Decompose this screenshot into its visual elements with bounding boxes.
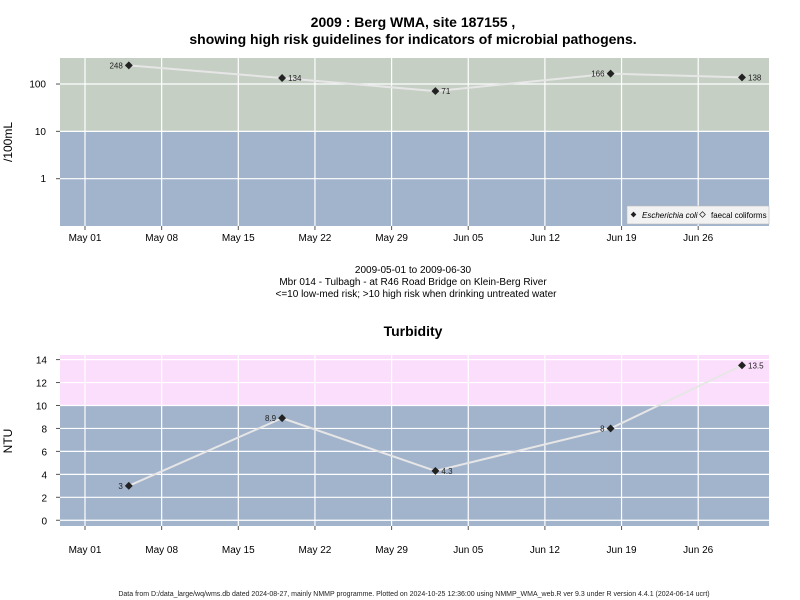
ecoli-point xyxy=(124,61,133,70)
turbidity-point xyxy=(431,466,440,475)
x-tick-label: Jun 05 xyxy=(453,233,483,244)
y-tick-label: 10 xyxy=(35,127,47,138)
x-tick-label: Jun 26 xyxy=(683,233,713,244)
x-tick-label: May 22 xyxy=(299,545,332,556)
x-tick-label: May 15 xyxy=(222,233,255,244)
turbidity-point xyxy=(606,424,615,433)
date-range-text: 2009-05-01 to 2009-06-30 xyxy=(355,265,472,276)
ecoli-data-label: 71 xyxy=(441,87,450,96)
turbidity-title: Turbidity xyxy=(384,323,443,339)
turbidity-point xyxy=(124,481,133,490)
x-tick-label: Jun 12 xyxy=(530,233,560,244)
x-tick-label: May 15 xyxy=(222,545,255,556)
x-tick-label: Jun 26 xyxy=(683,545,713,556)
y-tick-label: 1 xyxy=(40,174,46,185)
x-tick-label: May 29 xyxy=(375,233,408,244)
footer-text: Data from D:/data_large/wq/wms.db dated … xyxy=(118,591,709,598)
chart-title-line1: 2009 : Berg WMA, site 187155 , xyxy=(311,14,516,30)
x-tick-label: May 01 xyxy=(69,233,102,244)
y-tick-label: 2 xyxy=(41,493,47,504)
legend-faecal-symbol xyxy=(699,211,706,218)
site-description: Mbr 014 - Tulbagh - at R46 Road Bridge o… xyxy=(279,277,547,288)
ecoli-data-label: 134 xyxy=(288,74,302,83)
x-tick-label: May 08 xyxy=(145,233,178,244)
chart-title-line2: showing high risk guidelines for indicat… xyxy=(189,31,636,47)
turbidity-data-label: 3 xyxy=(118,482,123,491)
turbidity-point xyxy=(278,414,287,423)
legend-ecoli-symbol xyxy=(630,211,637,218)
turbidity-data-label: 8 xyxy=(600,424,605,433)
legend-box xyxy=(626,205,770,225)
turbidity-data-label: 8.9 xyxy=(265,414,277,423)
y-tick-label: 14 xyxy=(36,356,48,367)
x-tick-label: May 29 xyxy=(375,545,408,556)
x-tick-label: May 22 xyxy=(299,233,332,244)
legend: Escherichia coli faecal coliforms xyxy=(626,205,770,225)
ecoli-data-label: 138 xyxy=(748,73,762,82)
x-tick-label: May 08 xyxy=(145,545,178,556)
y-tick-label: 10 xyxy=(36,401,48,412)
y-tick-label: 6 xyxy=(41,447,47,458)
x-tick-label: Jun 05 xyxy=(453,545,483,556)
high-turbidity-band xyxy=(60,355,769,406)
x-tick-label: Jun 19 xyxy=(607,233,637,244)
legend-faecal-label: faecal coliforms xyxy=(711,211,767,220)
risk-note: <=10 low-med risk; >10 high risk when dr… xyxy=(276,289,558,300)
y-tick-label: 8 xyxy=(41,424,47,435)
ecoli-data-label: 248 xyxy=(109,61,123,70)
legend-ecoli-label: Escherichia coli xyxy=(642,211,698,220)
y-tick-label: 100 xyxy=(29,80,46,91)
x-tick-label: Jun 19 xyxy=(607,545,637,556)
x-tick-label: May 01 xyxy=(69,545,102,556)
low-turbidity-band xyxy=(60,405,769,526)
y-tick-label: 12 xyxy=(36,379,48,390)
turbidity-data-label: 4.3 xyxy=(441,467,453,476)
x-tick-label: Jun 12 xyxy=(530,545,560,556)
y-tick-label: 4 xyxy=(41,470,47,481)
ecoli-data-label: 166 xyxy=(591,70,605,79)
turbidity-data-label: 13.5 xyxy=(748,361,764,370)
y-axis-label: NTU xyxy=(1,429,15,454)
y-tick-label: 0 xyxy=(41,516,47,527)
y-axis-label: /100mL xyxy=(1,122,15,162)
